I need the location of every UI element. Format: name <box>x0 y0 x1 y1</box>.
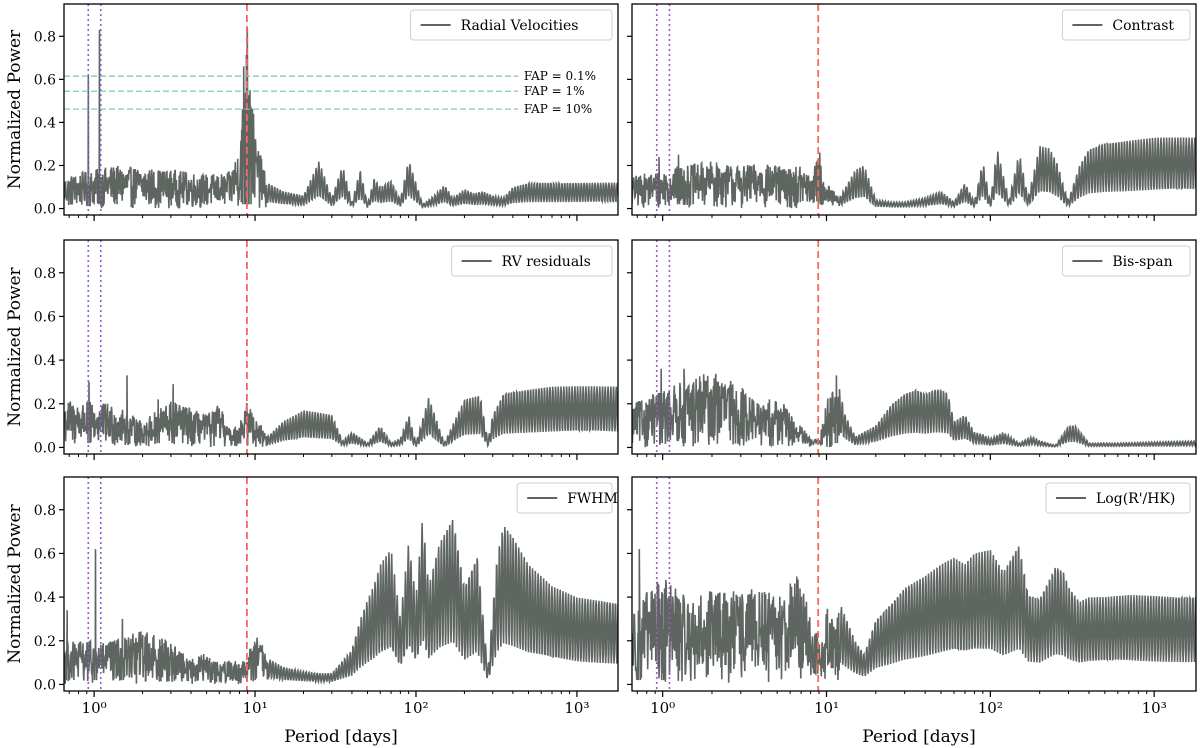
y-axis-label: Normalized Power <box>5 503 25 663</box>
legend-box <box>451 245 613 277</box>
periodogram-line <box>632 368 1196 448</box>
y-tick-label: 0.4 <box>34 115 56 131</box>
x-axis-label-right: Period [days] <box>862 727 975 747</box>
x-tick-label: 10² <box>978 699 1003 717</box>
y-tick-label: 0.4 <box>34 353 56 369</box>
legend-box <box>410 9 613 41</box>
legend-label: Bis-span <box>1112 254 1172 270</box>
y-tick-label: 0.0 <box>34 202 56 218</box>
x-tick-label: 10¹ <box>814 699 839 717</box>
y-axis-label: Normalized Power <box>5 266 25 426</box>
legend-label: Log(R'/HK) <box>1096 491 1175 507</box>
axes-frame <box>631 3 1197 216</box>
axes-frame <box>631 239 1197 455</box>
y-tick-label: 0.4 <box>34 590 56 606</box>
legend-box <box>516 482 613 514</box>
axes-frame <box>631 476 1197 692</box>
y-tick-label: 0.6 <box>34 546 56 562</box>
x-tick-label: 10² <box>403 699 428 717</box>
panel-2: 0.0 0.2 0.4 0.6 0.8 Normalized Power RV residu… <box>5 239 619 460</box>
legend-label: FWHM <box>567 491 618 507</box>
panel-1: Contrast <box>627 3 1197 221</box>
fap-label: FAP = 10% <box>524 102 592 116</box>
legend-label: Radial Velocities <box>461 18 579 34</box>
periodogram-line <box>632 137 1196 209</box>
panel-5: 10⁰ 10¹ 10² 10³ Log(R'/HK) <box>627 476 1197 717</box>
panel-4: 0.0 0.2 0.4 0.6 0.8 10⁰ 10¹ 10² 10³ Normalized Po… <box>5 476 619 717</box>
x-tick-label: 10⁰ <box>650 699 675 717</box>
periodogram-line <box>64 375 618 449</box>
x-tick-label: 10³ <box>1142 699 1167 717</box>
x-tick-label: 10¹ <box>242 699 267 717</box>
legend-box <box>1061 9 1191 41</box>
legend-box <box>1045 482 1191 514</box>
y-tick-label: 0.6 <box>34 72 56 88</box>
fap-label: FAP = 1% <box>524 84 585 98</box>
x-axis-label-left: Period [days] <box>284 727 397 747</box>
legend-box <box>1061 245 1191 277</box>
y-tick-label: 0.2 <box>34 397 56 413</box>
x-tick-label: 10⁰ <box>82 699 107 717</box>
y-tick-label: 0.0 <box>34 677 56 693</box>
y-tick-label: 0.8 <box>34 29 56 45</box>
x-tick-label: 10³ <box>564 699 589 717</box>
y-axis-label: Normalized Power <box>5 29 25 189</box>
y-tick-label: 0.8 <box>34 266 56 282</box>
legend-label: Contrast <box>1112 18 1174 34</box>
y-tick-label: 0.8 <box>34 503 56 519</box>
periodogram-line <box>64 519 618 685</box>
fap-label: FAP = 0.1% <box>524 69 596 83</box>
y-tick-label: 0.6 <box>34 309 56 325</box>
axes-frame <box>63 239 619 455</box>
y-tick-label: 0.2 <box>34 634 56 650</box>
panel-3: Bis-span <box>627 239 1197 460</box>
y-tick-label: 0.0 <box>34 440 56 456</box>
axes-frame <box>63 3 619 216</box>
periodogram-line <box>632 546 1196 683</box>
legend-label: RV residuals <box>502 254 591 270</box>
y-tick-label: 0.2 <box>34 158 56 174</box>
panel-0: FAP = 0.1%FAP = 1% FAP = 10% 0.0 0.2 0.4 0.6 0… <box>5 3 619 221</box>
periodogram-line <box>64 27 618 209</box>
axes-frame <box>63 476 619 692</box>
